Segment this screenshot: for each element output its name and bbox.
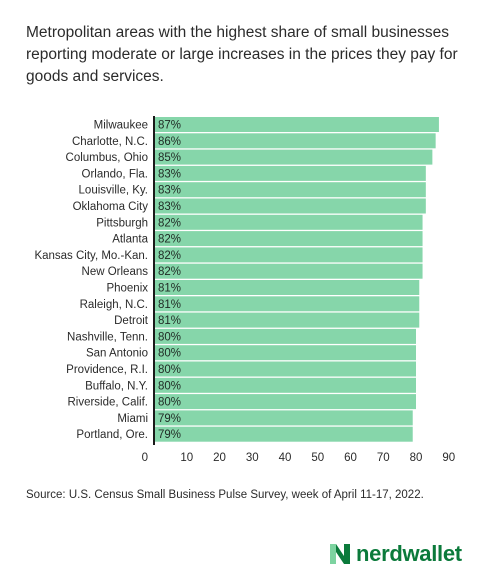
category-label: New Orleans <box>82 266 149 278</box>
bar-value-label: 81% <box>158 315 181 327</box>
x-tick-label: 90 <box>442 452 455 464</box>
bar-value-label: 80% <box>158 364 181 376</box>
bar <box>154 312 420 328</box>
bar <box>154 165 426 181</box>
bar-value-label: 83% <box>158 168 181 180</box>
x-tick-label: 30 <box>246 452 259 464</box>
bar <box>154 361 416 377</box>
bar-value-label: 80% <box>158 380 181 392</box>
bar <box>154 296 420 312</box>
bar-value-label: 83% <box>158 201 181 213</box>
category-label: Pittsburgh <box>96 217 148 229</box>
nerdwallet-n-icon <box>330 544 350 564</box>
category-label: Phoenix <box>106 283 148 295</box>
category-label: Milwaukee <box>94 120 148 132</box>
x-tick-label: 0 <box>142 452 148 464</box>
bar-value-label: 80% <box>158 397 181 409</box>
category-label: Atlanta <box>112 234 148 246</box>
category-label: Charlotte, N.C. <box>72 136 148 148</box>
category-label: Buffalo, N.Y. <box>85 380 148 392</box>
category-label: Oklahoma City <box>73 201 149 213</box>
category-label: Providence, R.I. <box>66 364 148 376</box>
category-label: Miami <box>117 413 148 425</box>
bar <box>154 214 423 230</box>
bars-group: 87% 86% 85% 83% 83% 83% 82% 82% 82% 82% 81% 81% 81% 8… <box>154 117 439 442</box>
bar <box>154 149 433 165</box>
category-label: Raleigh, N.C. <box>80 299 148 311</box>
bar-value-label: 82% <box>158 217 181 229</box>
bar <box>154 198 426 214</box>
bar <box>154 133 436 149</box>
chart-title: Metropolitan areas with the highest shar… <box>26 24 458 85</box>
bar-value-label: 83% <box>158 185 181 197</box>
nerdwallet-logo: nerdwallet <box>328 540 462 568</box>
bar-value-label: 87% <box>158 120 181 132</box>
bar <box>154 410 413 426</box>
bar <box>154 231 423 247</box>
category-labels-group: Milwaukee Charlotte, N.C. Columbus, Ohio Or… <box>34 120 148 442</box>
bar <box>154 182 426 198</box>
bar-value-label: 80% <box>158 331 181 343</box>
bar-value-label: 82% <box>158 266 181 278</box>
category-label: Detroit <box>114 315 149 327</box>
category-label: Riverside, Calif. <box>67 397 148 409</box>
category-label: Nashville, Tenn. <box>67 331 148 343</box>
bar-value-label: 79% <box>158 429 181 441</box>
bar-value-label: 80% <box>158 348 181 360</box>
bar <box>154 280 420 295</box>
bar <box>154 263 423 279</box>
bar-value-label: 82% <box>158 250 181 262</box>
x-tick-label: 10 <box>180 452 193 464</box>
bar-chart: 87% 86% 85% 83% 83% 83% 82% 82% 82% 82% 81% 81% 81% 8… <box>34 116 456 464</box>
x-tick-labels-group: 0 10 20 30 40 50 60 70 80 90 <box>142 452 456 464</box>
bar-value-label: 79% <box>158 413 181 425</box>
category-label: Louisville, Ky. <box>79 185 148 197</box>
bar-value-label: 81% <box>158 299 181 311</box>
category-label: San Antonio <box>86 348 148 360</box>
brand-wordmark: nerdwallet <box>356 541 462 566</box>
bar <box>154 426 413 442</box>
bar <box>154 117 439 132</box>
x-tick-label: 20 <box>213 452 226 464</box>
x-tick-label: 60 <box>344 452 357 464</box>
category-label: Portland, Ore. <box>76 429 148 441</box>
bar <box>154 328 416 344</box>
bar-value-label: 86% <box>158 136 181 148</box>
source-note: Source: U.S. Census Small Business Pulse… <box>26 489 424 501</box>
x-tick-label: 40 <box>279 452 292 464</box>
bar <box>154 394 416 410</box>
category-label: Orlando, Fla. <box>82 168 148 180</box>
bar <box>154 377 416 393</box>
x-tick-label: 70 <box>377 452 390 464</box>
category-label: Columbus, Ohio <box>66 152 148 164</box>
category-label: Kansas City, Mo.-Kan. <box>34 250 148 262</box>
bar <box>154 345 416 361</box>
bar-value-label: 82% <box>158 234 181 246</box>
bar <box>154 247 423 263</box>
x-tick-label: 80 <box>410 452 423 464</box>
x-tick-label: 50 <box>311 452 324 464</box>
bar-value-label: 81% <box>158 283 181 295</box>
bar-value-label: 85% <box>158 152 181 164</box>
